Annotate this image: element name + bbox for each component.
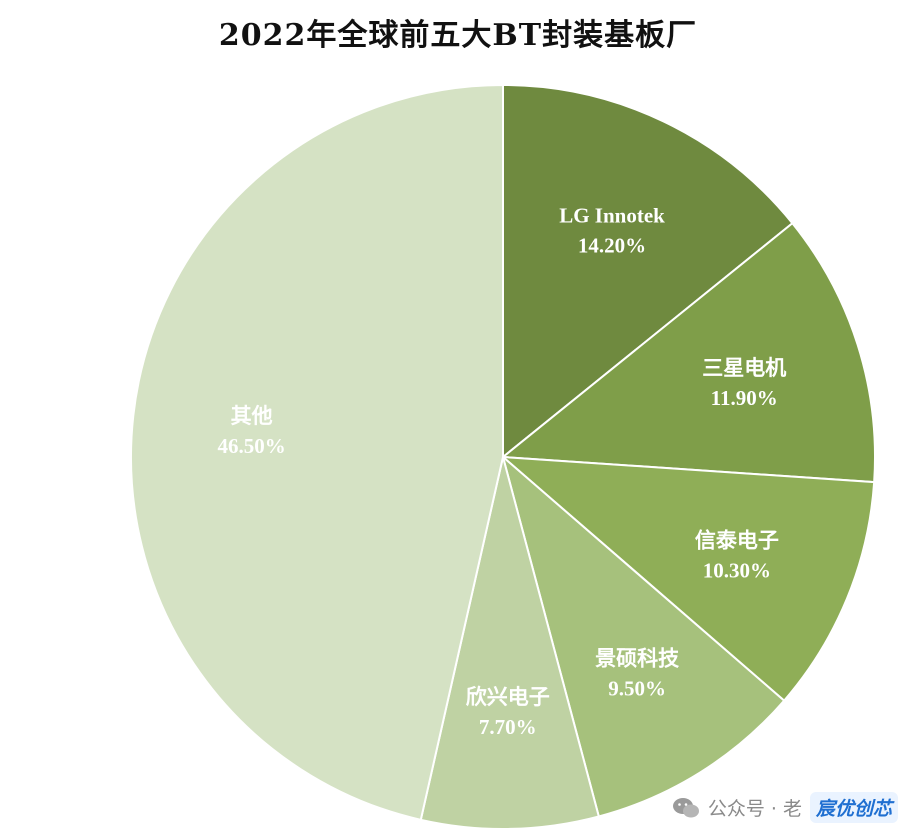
slice-label: 信泰电子: [695, 528, 779, 552]
slice-value-label: 11.90%: [711, 386, 778, 410]
slice-label: 三星电机: [702, 356, 786, 380]
chart-title: 2022年全球前五大BT封装基板厂: [218, 18, 698, 53]
slice-value-label: 14.20%: [578, 234, 646, 258]
pie-slice: [500, 455, 876, 703]
pie-slice: [500, 221, 876, 484]
pie-slice: [502, 83, 794, 460]
slice-value-label: 7.70%: [479, 715, 537, 739]
slice-value-label: 10.30%: [703, 558, 771, 582]
brand-logo: 宸优创芯: [809, 792, 898, 823]
slice-value-label: 46.50%: [217, 434, 285, 458]
slice-label: 景硕科技: [595, 647, 680, 671]
slice-label: 其他: [231, 404, 273, 428]
wechat-icon: [672, 797, 699, 817]
pie-slice: [501, 454, 786, 818]
pie-slice: [130, 83, 504, 822]
slice-value-label: 9.50%: [608, 677, 666, 701]
watermark: 公众号 · 老 宸优创芯: [672, 792, 898, 823]
watermark-text: 公众号 · 老: [707, 798, 802, 820]
pie-slice: [419, 456, 601, 830]
slice-label: 欣兴电子: [466, 685, 550, 709]
slice-label: LG Innotek: [559, 204, 665, 228]
